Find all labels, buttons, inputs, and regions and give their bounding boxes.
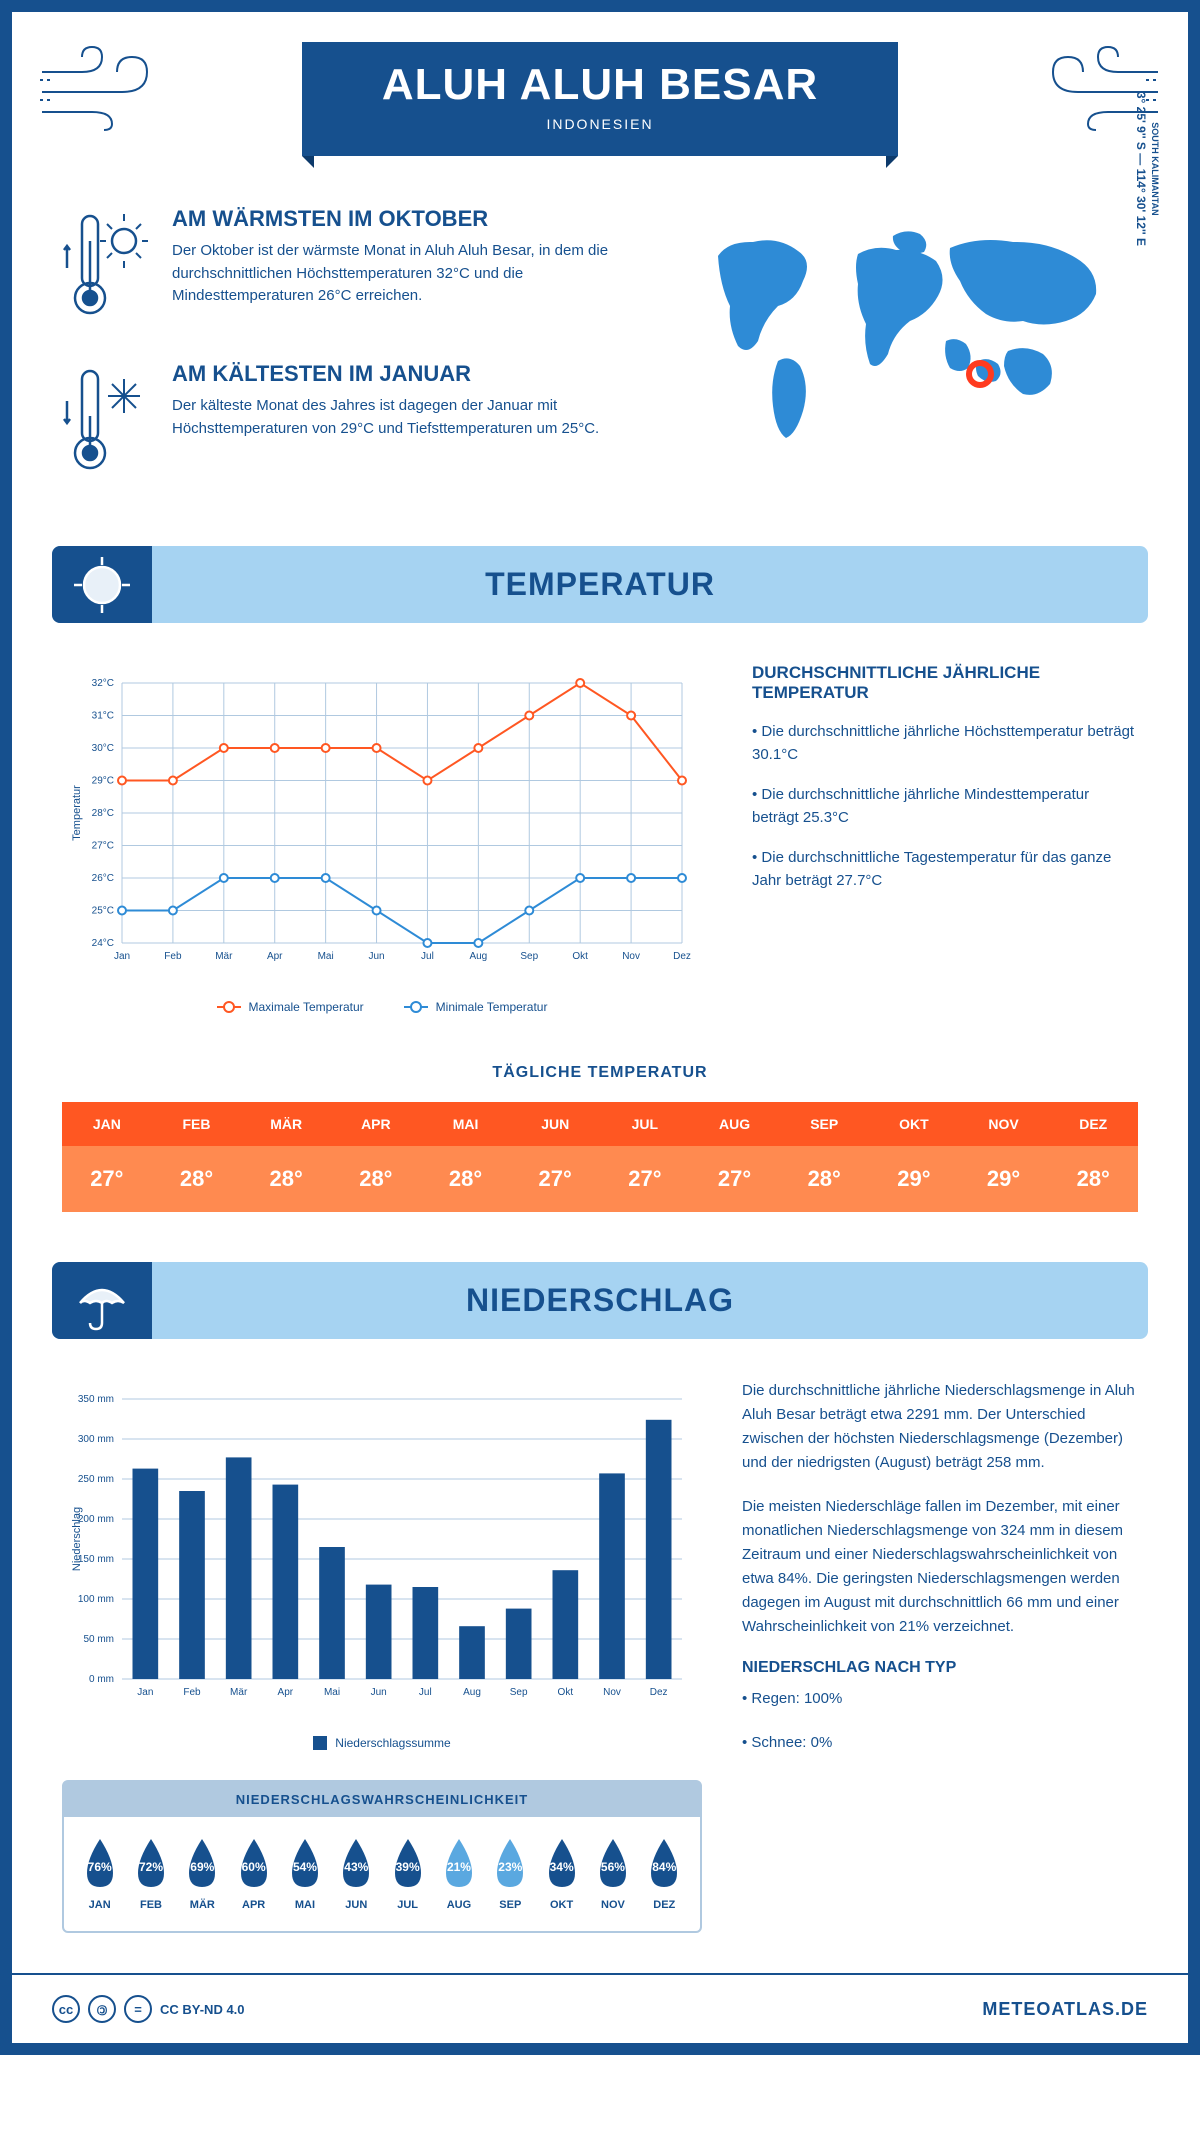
svg-text:Temperatur: Temperatur: [71, 785, 83, 841]
drop-icon: 69%: [181, 1837, 223, 1891]
drop-icon: 76%: [79, 1837, 121, 1891]
svg-text:Mär: Mär: [230, 1687, 248, 1698]
drop-icon: 21%: [438, 1837, 480, 1891]
svg-text:150 mm: 150 mm: [78, 1554, 114, 1565]
drop-icon: 84%: [643, 1837, 685, 1891]
svg-text:Jan: Jan: [114, 951, 130, 962]
svg-text:Dez: Dez: [673, 951, 691, 962]
drop-icon: 72%: [130, 1837, 172, 1891]
svg-text:Apr: Apr: [267, 951, 283, 962]
world-map-icon: [678, 206, 1118, 466]
svg-text:31°C: 31°C: [92, 711, 114, 722]
thermometer-sun-icon: [62, 206, 152, 331]
fact-warmest: AM WÄRMSTEN IM OKTOBER Der Oktober ist d…: [62, 206, 638, 331]
svg-text:29°C: 29°C: [92, 776, 114, 787]
svg-text:Jun: Jun: [368, 951, 384, 962]
svg-text:25°C: 25°C: [92, 906, 114, 917]
svg-text:Nov: Nov: [603, 1687, 621, 1698]
section-temperature: TEMPERATUR: [52, 546, 1148, 623]
svg-text:Apr: Apr: [278, 1687, 294, 1698]
section-precipitation: NIEDERSCHLAG: [52, 1262, 1148, 1339]
precip-text-1: Die durchschnittliche jährliche Niedersc…: [742, 1379, 1138, 1475]
svg-text:Feb: Feb: [183, 1687, 201, 1698]
svg-text:Niederschlag: Niederschlag: [71, 1507, 83, 1571]
svg-text:50 mm: 50 mm: [83, 1634, 114, 1645]
svg-text:24°C: 24°C: [92, 938, 114, 949]
fact-coldest: AM KÄLTESTEN IM JANUAR Der kälteste Mona…: [62, 361, 638, 486]
svg-text:300 mm: 300 mm: [78, 1434, 114, 1445]
precip-rain: • Regen: 100%: [742, 1687, 1138, 1711]
daily-temp-title: TÄGLICHE TEMPERATUR: [62, 1064, 1138, 1082]
svg-text:30°C: 30°C: [92, 743, 114, 754]
svg-text:Feb: Feb: [164, 951, 182, 962]
svg-text:Jul: Jul: [419, 1687, 432, 1698]
svg-text:Jul: Jul: [421, 951, 434, 962]
svg-text:Aug: Aug: [469, 951, 487, 962]
svg-text:Sep: Sep: [510, 1687, 528, 1698]
cc-icon: cc: [52, 1995, 80, 2023]
page-subtitle: INDONESIEN: [382, 116, 818, 132]
svg-text:Aug: Aug: [463, 1687, 481, 1698]
drop-icon: 23%: [489, 1837, 531, 1891]
precipitation-probability: NIEDERSCHLAGSWAHRSCHEINLICHKEIT 76%JAN72…: [62, 1780, 702, 1933]
wind-icon: [32, 42, 162, 132]
fact-cold-title: AM KÄLTESTEN IM JANUAR: [172, 361, 638, 387]
sun-icon: [52, 546, 152, 623]
drop-icon: 56%: [592, 1837, 634, 1891]
coordinates: SOUTH KALIMANTAN 3° 25' 9'' S — 114° 30'…: [1134, 92, 1160, 246]
drop-icon: 60%: [233, 1837, 275, 1891]
svg-text:350 mm: 350 mm: [78, 1394, 114, 1405]
temp-info-title: DURCHSCHNITTLICHE JÄHRLICHE TEMPERATUR: [752, 663, 1138, 703]
header: ALUH ALUH BESAR INDONESIEN: [12, 12, 1188, 196]
svg-text:250 mm: 250 mm: [78, 1474, 114, 1485]
svg-text:Okt: Okt: [558, 1687, 574, 1698]
svg-text:Jan: Jan: [137, 1687, 153, 1698]
umbrella-icon: [52, 1262, 152, 1339]
svg-text:Mär: Mär: [215, 951, 233, 962]
drop-icon: 39%: [387, 1837, 429, 1891]
svg-text:Jun: Jun: [371, 1687, 387, 1698]
nd-icon: =: [124, 1995, 152, 2023]
svg-text:Mai: Mai: [318, 951, 334, 962]
daily-temp-table: JAN27°FEB28°MÄR28°APR28°MAI28°JUN27°JUL2…: [62, 1102, 1138, 1212]
fact-warm-text: Der Oktober ist der wärmste Monat in Alu…: [172, 240, 638, 308]
svg-text:Mai: Mai: [324, 1687, 340, 1698]
fact-warm-title: AM WÄRMSTEN IM OKTOBER: [172, 206, 638, 232]
drop-icon: 34%: [541, 1837, 583, 1891]
svg-text:Okt: Okt: [572, 951, 588, 962]
precipitation-chart: 0 mm 50 mm 100 mm 150 mm 200 mm 250 mm 300 mm 3…: [62, 1379, 702, 1750]
svg-text:27°C: 27°C: [92, 841, 114, 852]
by-icon: 🄯: [88, 1995, 116, 2023]
precip-type-title: NIEDERSCHLAG NACH TYP: [742, 1659, 1138, 1677]
page-title: ALUH ALUH BESAR: [382, 60, 818, 110]
svg-text:Nov: Nov: [622, 951, 640, 962]
brand: METEOATLAS.DE: [982, 1999, 1148, 2020]
fact-cold-text: Der kälteste Monat des Jahres ist dagege…: [172, 395, 638, 440]
drop-icon: 54%: [284, 1837, 326, 1891]
svg-text:0 mm: 0 mm: [89, 1674, 114, 1685]
svg-text:28°C: 28°C: [92, 808, 114, 819]
precip-text-2: Die meisten Niederschläge fallen im Deze…: [742, 1495, 1138, 1639]
temperature-chart: 24°C 25°C 26°C 27°C 28°C 29°C 30°C 31°C 32°C Jan F…: [62, 663, 702, 1014]
precip-snow: • Schnee: 0%: [742, 1731, 1138, 1755]
drop-icon: 43%: [335, 1837, 377, 1891]
svg-text:Dez: Dez: [650, 1687, 668, 1698]
svg-text:Sep: Sep: [520, 951, 538, 962]
footer: cc 🄯 = CC BY-ND 4.0 METEOATLAS.DE: [12, 1973, 1188, 2043]
svg-text:26°C: 26°C: [92, 873, 114, 884]
svg-text:200 mm: 200 mm: [78, 1514, 114, 1525]
svg-text:100 mm: 100 mm: [78, 1594, 114, 1605]
svg-text:32°C: 32°C: [92, 678, 114, 689]
thermometer-snow-icon: [62, 361, 152, 486]
